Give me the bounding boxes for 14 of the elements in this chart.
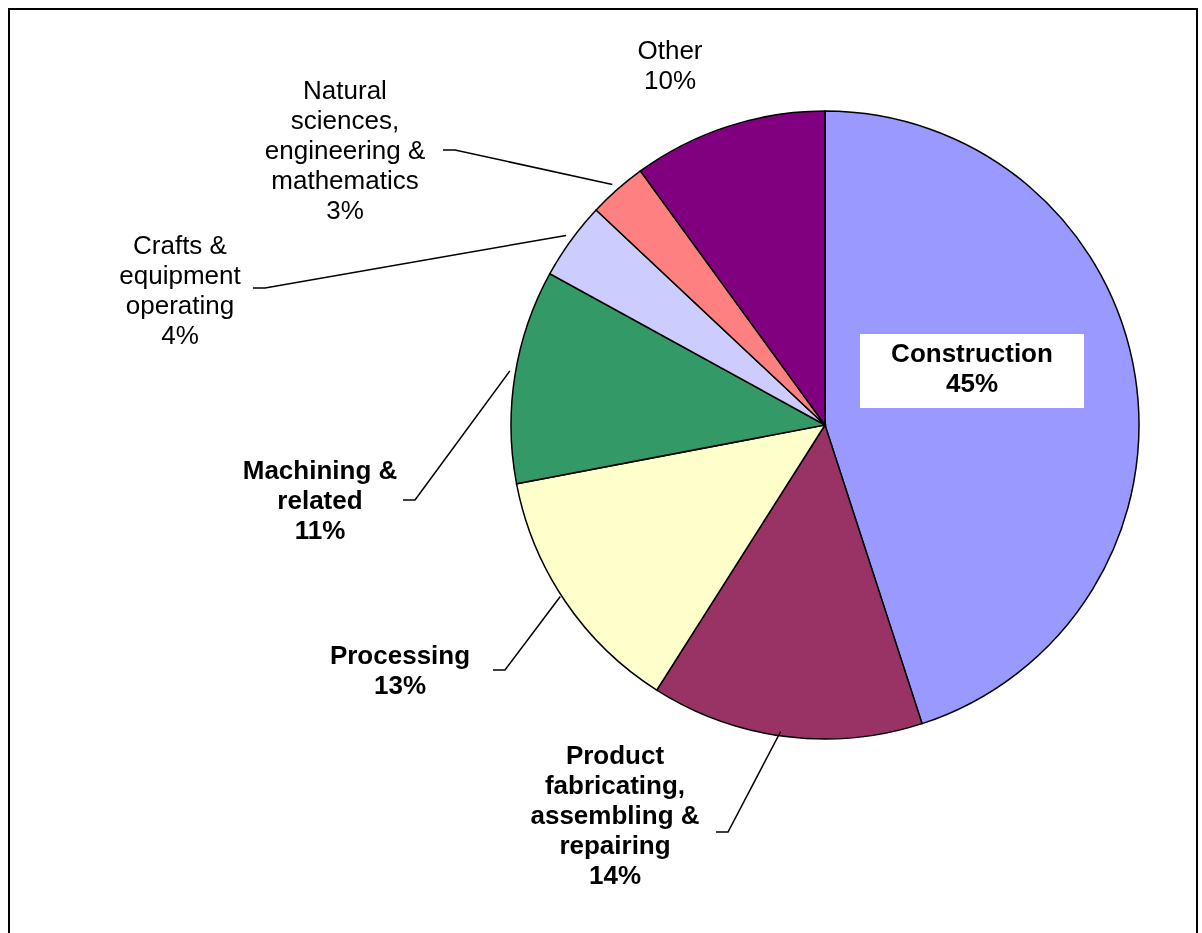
- slice-label: Product fabricating, assembling & repairing: [530, 740, 700, 860]
- slice-label: Other: [637, 35, 703, 65]
- data-label: 13%: [373, 670, 427, 700]
- data-label: 45%: [945, 368, 999, 398]
- slice-label: Construction: [891, 338, 1053, 368]
- data-label: 14%: [588, 860, 642, 890]
- slice-label: Crafts & equipment operating: [119, 230, 242, 320]
- data-label: 11%: [294, 515, 346, 545]
- slice-label: Processing: [329, 640, 471, 670]
- slice-label: Machining & related: [242, 455, 398, 515]
- data-label: 3%: [326, 195, 364, 225]
- data-label: 4%: [161, 320, 199, 350]
- data-label: 10%: [643, 65, 697, 95]
- slice-label: Natural sciences, engineering & mathematics: [264, 75, 426, 195]
